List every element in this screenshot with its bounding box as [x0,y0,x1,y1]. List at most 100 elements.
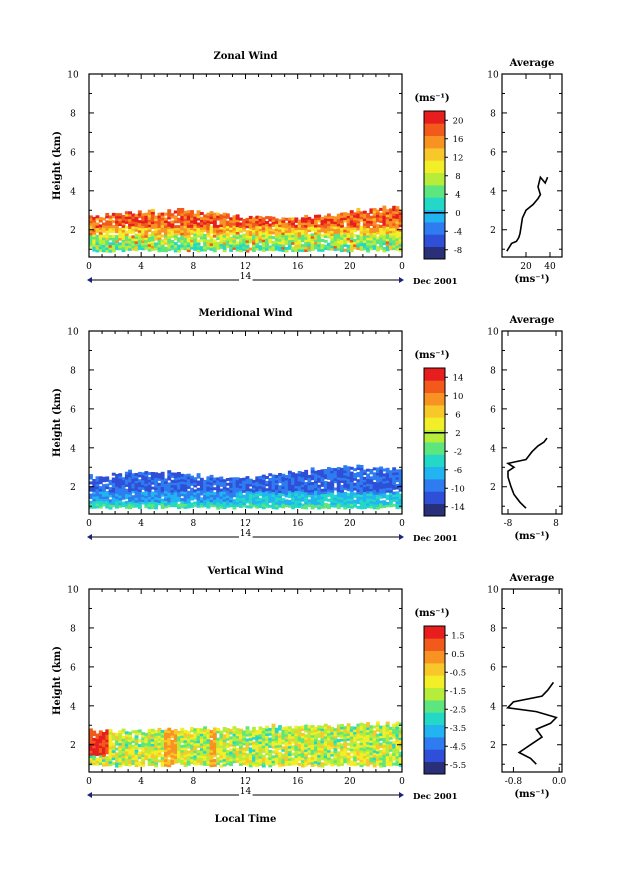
heatmap-cell [395,486,400,490]
heatmap-cell [193,223,198,227]
heatmap-cell [343,506,348,510]
heatmap-cell [320,479,325,482]
heatmap-cell [385,484,390,488]
heatmap-cell [336,751,341,755]
heatmap-cell [323,239,328,243]
heatmap-cell [291,745,295,749]
heatmap-cell [297,741,302,744]
heatmap-cell [160,249,165,253]
heatmap-cell [160,229,165,233]
heatmap-cell [150,748,155,752]
heatmap-cell [196,492,201,496]
heatmap-cell [108,487,113,491]
heatmap-cell [147,224,152,228]
heatmap-cell [379,227,384,231]
heatmap-cell [180,239,185,243]
heatmap-cell [340,489,344,493]
heatmap-cell [235,216,240,220]
heatmap-cell [131,480,136,484]
heatmap-cell [261,754,266,758]
heatmap-cell [225,240,230,244]
heatmap-cell [95,490,100,494]
heatmap-cell [346,493,351,497]
heatmap-cell [385,245,390,249]
heatmap-cell [258,223,263,227]
heatmap-cell [248,732,253,736]
heatmap-cell [141,751,146,755]
heatmap-cell [177,493,181,497]
heatmap-cell [278,756,282,760]
heatmap-cells [89,464,403,510]
heatmap-cell [382,761,387,765]
heatmap-cell [398,219,403,223]
heatmap-cell [154,215,159,219]
heatmap-cell [304,489,309,493]
heatmap-cell [102,222,106,226]
heatmap-cell [359,218,364,222]
heatmap-cell [284,753,289,757]
heatmap-cell [209,749,214,753]
heatmap-cell [261,730,266,734]
heatmap-cell [327,754,331,758]
heatmap-cell [291,491,295,495]
heatmap-cell [196,224,201,228]
heatmap-cell [294,754,299,758]
heatmap-cell [131,497,136,501]
heatmap-cell [186,490,191,494]
heatmap-cell [137,239,142,243]
heatmap-cell [356,464,361,468]
heatmap-cell [248,495,253,499]
heatmap-cell [375,212,380,215]
heatmap-cell [173,230,178,233]
heatmap-cell [89,486,93,490]
heatmap-cell [389,731,393,735]
heatmap-cell [372,494,377,498]
heatmap-cell [144,232,149,236]
heatmap-cell [141,477,146,481]
heatmap-cell [340,215,344,218]
heatmap-cell [157,499,162,503]
heatmap-cell [323,476,328,480]
heatmap-cell [190,758,194,762]
heatmap-cell [157,212,162,216]
heatmap-cell [379,488,384,492]
heatmap-cell [173,746,178,749]
heatmap-cell [297,731,302,735]
heatmap-cell [395,736,400,740]
heatmap-cell [137,225,142,228]
heatmap-cell [199,480,204,484]
heatmap-cell [317,496,322,500]
heatmap-cell [183,235,188,239]
heatmap-cell [102,498,106,502]
x-tick-label: 16 [292,262,304,272]
heatmap-cell [212,501,217,505]
heatmap-cell [193,757,198,761]
heatmap-cell [366,763,370,767]
heatmap-cell [369,237,374,241]
heatmap-cell [111,239,116,243]
heatmap-cell [186,224,191,228]
heatmap-cell [317,747,322,751]
heatmap-cell [167,223,172,227]
heatmap-cell [118,235,123,239]
heatmap-cell [131,485,136,489]
x-tick-label: 12 [240,262,251,272]
y-tick-label: 4 [70,702,76,712]
heatmap-cell [105,213,110,216]
heatmap-cell [314,487,318,491]
heatmap-cell [160,471,165,475]
heatmap-cell [128,498,132,502]
heatmap-cell [297,226,302,230]
heatmap-cell [134,730,139,733]
heatmap-cell [330,240,335,244]
heatmap-cell [336,501,341,505]
heatmap-cell [154,504,159,507]
heatmap-cell [294,227,299,231]
heatmap-cell [89,232,93,236]
heatmap-cell [186,249,191,253]
heatmap-cell [395,206,400,210]
heatmap-cell [186,731,191,735]
heatmap-cell [278,224,282,228]
heatmap-cell [268,240,273,244]
heatmap-cell [268,482,273,486]
